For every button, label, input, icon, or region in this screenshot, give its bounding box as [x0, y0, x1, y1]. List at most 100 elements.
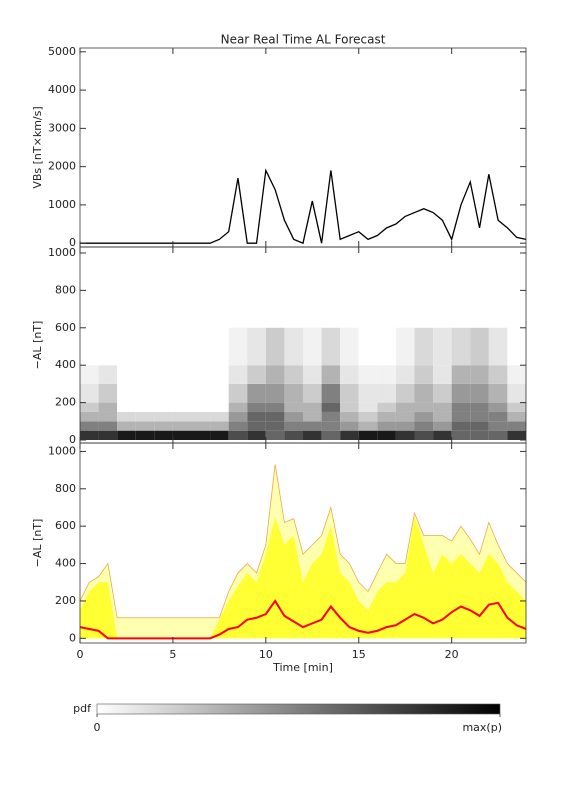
- y-tick-label: 200: [55, 396, 76, 409]
- pdf-cell: [135, 365, 155, 384]
- x-tick-label: 15: [352, 648, 366, 661]
- pdf-cell: [247, 365, 266, 384]
- y-tick-label: 0: [69, 631, 76, 644]
- pdf-cell: [451, 430, 471, 441]
- pdf-cell: [414, 402, 434, 412]
- pdf-cell: [210, 383, 229, 403]
- pdf-cell: [488, 327, 508, 366]
- pdf-cell: [414, 411, 434, 422]
- y-tick-label: 2000: [48, 160, 76, 173]
- pdf-cell: [433, 327, 452, 366]
- pdf-cell: [358, 327, 378, 366]
- x-tick-label: 20: [445, 648, 459, 661]
- pdf-cell: [321, 383, 341, 403]
- pdf-cell: [395, 365, 415, 384]
- pdf-cell: [358, 365, 378, 384]
- colorbar: [96, 703, 501, 715]
- pdf-cell: [98, 327, 118, 366]
- pdf-cell: [172, 327, 192, 366]
- pdf-cell: [154, 421, 173, 431]
- pdf-cell: [98, 430, 118, 441]
- pdf-cell: [451, 383, 471, 403]
- pdf-cell: [247, 327, 266, 366]
- pdf-cell: [377, 421, 396, 431]
- colorbar-tick-label: 0: [94, 721, 101, 734]
- pdf-cell: [80, 411, 99, 422]
- pdf-cell: [303, 430, 322, 441]
- pdf-cell: [135, 327, 155, 366]
- pdf-cell: [321, 327, 341, 366]
- pdf-cell: [80, 383, 99, 403]
- pdf-cell: [98, 383, 118, 403]
- pdf-cell: [228, 383, 248, 403]
- pdf-cell: [172, 365, 192, 384]
- pdf-cell: [470, 365, 489, 384]
- colorbar-label: pdf: [73, 702, 92, 715]
- pdf-cell: [340, 383, 359, 403]
- chart-title: Near Real Time AL Forecast: [221, 33, 386, 47]
- y-tick-label: 800: [55, 283, 76, 296]
- pdf-cell: [154, 411, 173, 422]
- pdf-cell: [98, 411, 118, 422]
- pdf-cell: [433, 365, 452, 384]
- pdf-cell: [451, 411, 471, 422]
- pdf-cell: [228, 430, 248, 441]
- pdf-cell: [265, 430, 285, 441]
- pdf-cell: [80, 430, 99, 441]
- pdf-cell: [98, 365, 118, 384]
- pdf-cell: [191, 430, 211, 441]
- pdf-cell: [210, 365, 229, 384]
- pdf-cell: [191, 421, 211, 431]
- pdf-cell: [377, 365, 396, 384]
- pdf-cell: [470, 327, 489, 366]
- pdf-cell: [470, 430, 489, 441]
- pdf-cell: [303, 383, 322, 403]
- pdf-cell: [358, 421, 378, 431]
- pdf-cell: [210, 411, 229, 422]
- pdf-cell: [98, 421, 118, 431]
- pdf-cell: [321, 421, 341, 431]
- pdf-cell: [358, 411, 378, 422]
- pdf-cell: [395, 411, 415, 422]
- pdf-cell: [228, 421, 248, 431]
- pdf-cell: [507, 402, 526, 412]
- y-tick-label: 1000: [48, 246, 76, 259]
- pdf-cell: [470, 383, 489, 403]
- pdf-cell: [135, 430, 155, 441]
- pdf-cell: [265, 327, 285, 366]
- pdf-cell: [470, 411, 489, 422]
- pdf-cell: [284, 411, 303, 422]
- pdf-cell: [117, 402, 136, 412]
- y-tick-label: 0: [69, 433, 76, 446]
- pdf-cell: [265, 421, 285, 431]
- pdf-cell: [377, 383, 396, 403]
- pdf-cell: [321, 402, 341, 412]
- pdf-cell: [507, 411, 526, 422]
- pdf-cell: [210, 421, 229, 431]
- pdf-cell: [414, 327, 434, 366]
- pdf-cell: [154, 383, 173, 403]
- pdf-cell: [80, 421, 99, 431]
- pdf-cell: [265, 402, 285, 412]
- pdf-cell: [433, 402, 452, 412]
- x-axis-label: Time [min]: [272, 661, 333, 674]
- pdf-cell: [210, 402, 229, 412]
- pdf-cell: [340, 365, 359, 384]
- y-tick-label: 600: [55, 519, 76, 532]
- pdf-cell: [117, 383, 136, 403]
- pdf-cell: [265, 383, 285, 403]
- pdf-cell: [172, 430, 192, 441]
- pdf-cell: [191, 383, 211, 403]
- pdf-cell: [340, 411, 359, 422]
- band-area: [80, 516, 526, 639]
- pdf-cell: [507, 421, 526, 431]
- pdf-cell: [154, 327, 173, 366]
- pdf-cell: [395, 327, 415, 366]
- pdf-cell: [414, 421, 434, 431]
- pdf-cell: [247, 402, 266, 412]
- pdf-cell: [488, 430, 508, 441]
- pdf-cell: [284, 383, 303, 403]
- colorbar-tick-label: max(p): [462, 721, 502, 734]
- y-tick-label: 0: [69, 236, 76, 249]
